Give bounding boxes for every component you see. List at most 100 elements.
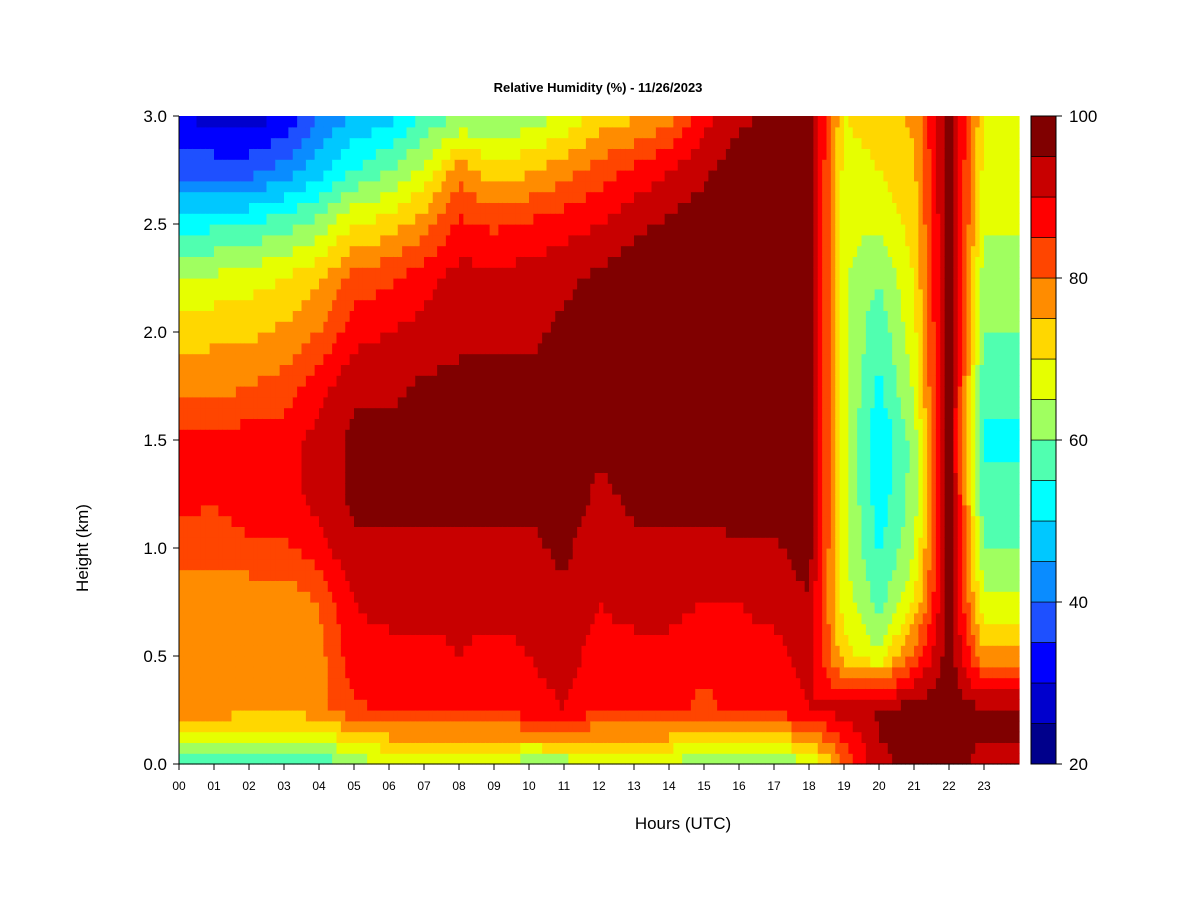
heatmap-cell	[332, 526, 338, 538]
heatmap-cell	[402, 666, 408, 679]
heatmap-cell	[480, 267, 486, 279]
heatmap-cell	[257, 332, 263, 344]
heatmap-cell	[305, 548, 311, 560]
heatmap-cell	[222, 677, 228, 689]
heatmap-cell	[305, 645, 311, 657]
heatmap-cell	[402, 224, 408, 236]
heatmap-cell	[332, 645, 338, 657]
heatmap-cell	[367, 364, 373, 376]
heatmap-cell	[428, 483, 434, 495]
heatmap-cell	[305, 256, 311, 268]
heatmap-cell	[214, 623, 219, 635]
heatmap-cell	[362, 483, 368, 495]
heatmap-cell	[323, 699, 329, 711]
heatmap-cell	[502, 332, 508, 344]
heatmap-cell	[406, 418, 412, 430]
heatmap-cell	[450, 180, 456, 193]
heatmap-cell	[494, 234, 499, 247]
heatmap-cell	[327, 494, 333, 506]
heatmap-cell	[279, 245, 285, 257]
heatmap-cell	[305, 278, 311, 290]
heatmap-cell	[428, 623, 434, 635]
heatmap-cell	[275, 418, 281, 430]
heatmap-cell	[297, 440, 303, 452]
heatmap-cell	[192, 710, 198, 722]
heatmap-cell	[419, 537, 425, 549]
heatmap-cell	[524, 440, 530, 452]
heatmap-cell	[476, 170, 482, 182]
heatmap-cell	[345, 170, 351, 182]
heatmap-cell	[428, 753, 434, 765]
heatmap-cell	[266, 234, 272, 247]
heatmap-cell	[266, 450, 272, 463]
heatmap-cell	[476, 645, 482, 657]
heatmap-cell	[445, 440, 451, 452]
heatmap-cell	[314, 710, 320, 722]
heatmap-cell	[524, 742, 530, 754]
heatmap-cell	[371, 288, 377, 301]
heatmap-cell	[218, 731, 224, 743]
heatmap-cell	[297, 569, 303, 581]
heatmap-cell	[467, 612, 473, 625]
heatmap-cell	[520, 699, 526, 711]
heatmap-cell	[319, 450, 324, 463]
heatmap-cell	[270, 634, 276, 646]
heatmap-cell	[419, 116, 425, 128]
heatmap-cell	[371, 645, 377, 657]
heatmap-cell	[275, 494, 281, 506]
heatmap-cell	[297, 753, 303, 765]
heatmap-cell	[253, 710, 259, 722]
heatmap-cell	[476, 180, 482, 193]
heatmap-cell	[336, 504, 342, 517]
heatmap-cell	[332, 548, 338, 560]
heatmap-cell	[502, 472, 508, 484]
heatmap-cell	[244, 396, 250, 409]
heatmap-cell	[520, 386, 526, 398]
heatmap-cell	[511, 720, 517, 733]
heatmap-cell	[489, 364, 495, 376]
heatmap-cell	[310, 342, 316, 355]
heatmap-cell	[371, 526, 377, 538]
heatmap-cell	[345, 461, 351, 473]
heatmap-cell	[384, 116, 390, 128]
heatmap-cell	[415, 677, 421, 689]
heatmap-cell	[200, 224, 206, 236]
heatmap-cell	[472, 677, 478, 689]
heatmap-cell	[467, 116, 473, 128]
heatmap-cell	[485, 256, 491, 268]
heatmap-cell	[445, 116, 451, 128]
heatmap-cell	[218, 515, 224, 527]
heatmap-cell	[288, 429, 294, 441]
heatmap-cell	[340, 591, 346, 603]
heatmap-cell	[467, 645, 473, 657]
heatmap-cell	[222, 288, 228, 301]
heatmap-cell	[454, 515, 460, 527]
heatmap-cell	[380, 126, 386, 139]
heatmap-cell	[459, 299, 464, 311]
heatmap-cell	[441, 170, 447, 182]
heatmap-cell	[319, 321, 324, 333]
heatmap-cell	[537, 364, 543, 376]
heatmap-cell	[454, 526, 460, 538]
heatmap-cell	[270, 148, 276, 160]
heatmap-cell	[292, 688, 298, 700]
heatmap-cell	[240, 191, 246, 203]
heatmap-cell	[332, 580, 338, 592]
heatmap-cell	[428, 202, 434, 214]
heatmap-cell	[187, 580, 193, 592]
heatmap-cell	[454, 450, 460, 463]
heatmap-cell	[375, 656, 381, 668]
heatmap-cell	[257, 688, 263, 700]
heatmap-cell	[249, 191, 254, 203]
heatmap-cell	[362, 353, 368, 365]
heatmap-cell	[240, 310, 246, 322]
heatmap-cell	[450, 710, 456, 722]
heatmap-cell	[253, 234, 259, 247]
heatmap-cell	[292, 364, 298, 376]
heatmap-cell	[450, 288, 456, 301]
heatmap-cell	[384, 159, 390, 171]
heatmap-cell	[319, 666, 324, 679]
heatmap-cell	[336, 386, 342, 398]
heatmap-cell	[384, 720, 390, 733]
heatmap-cell	[533, 170, 539, 182]
